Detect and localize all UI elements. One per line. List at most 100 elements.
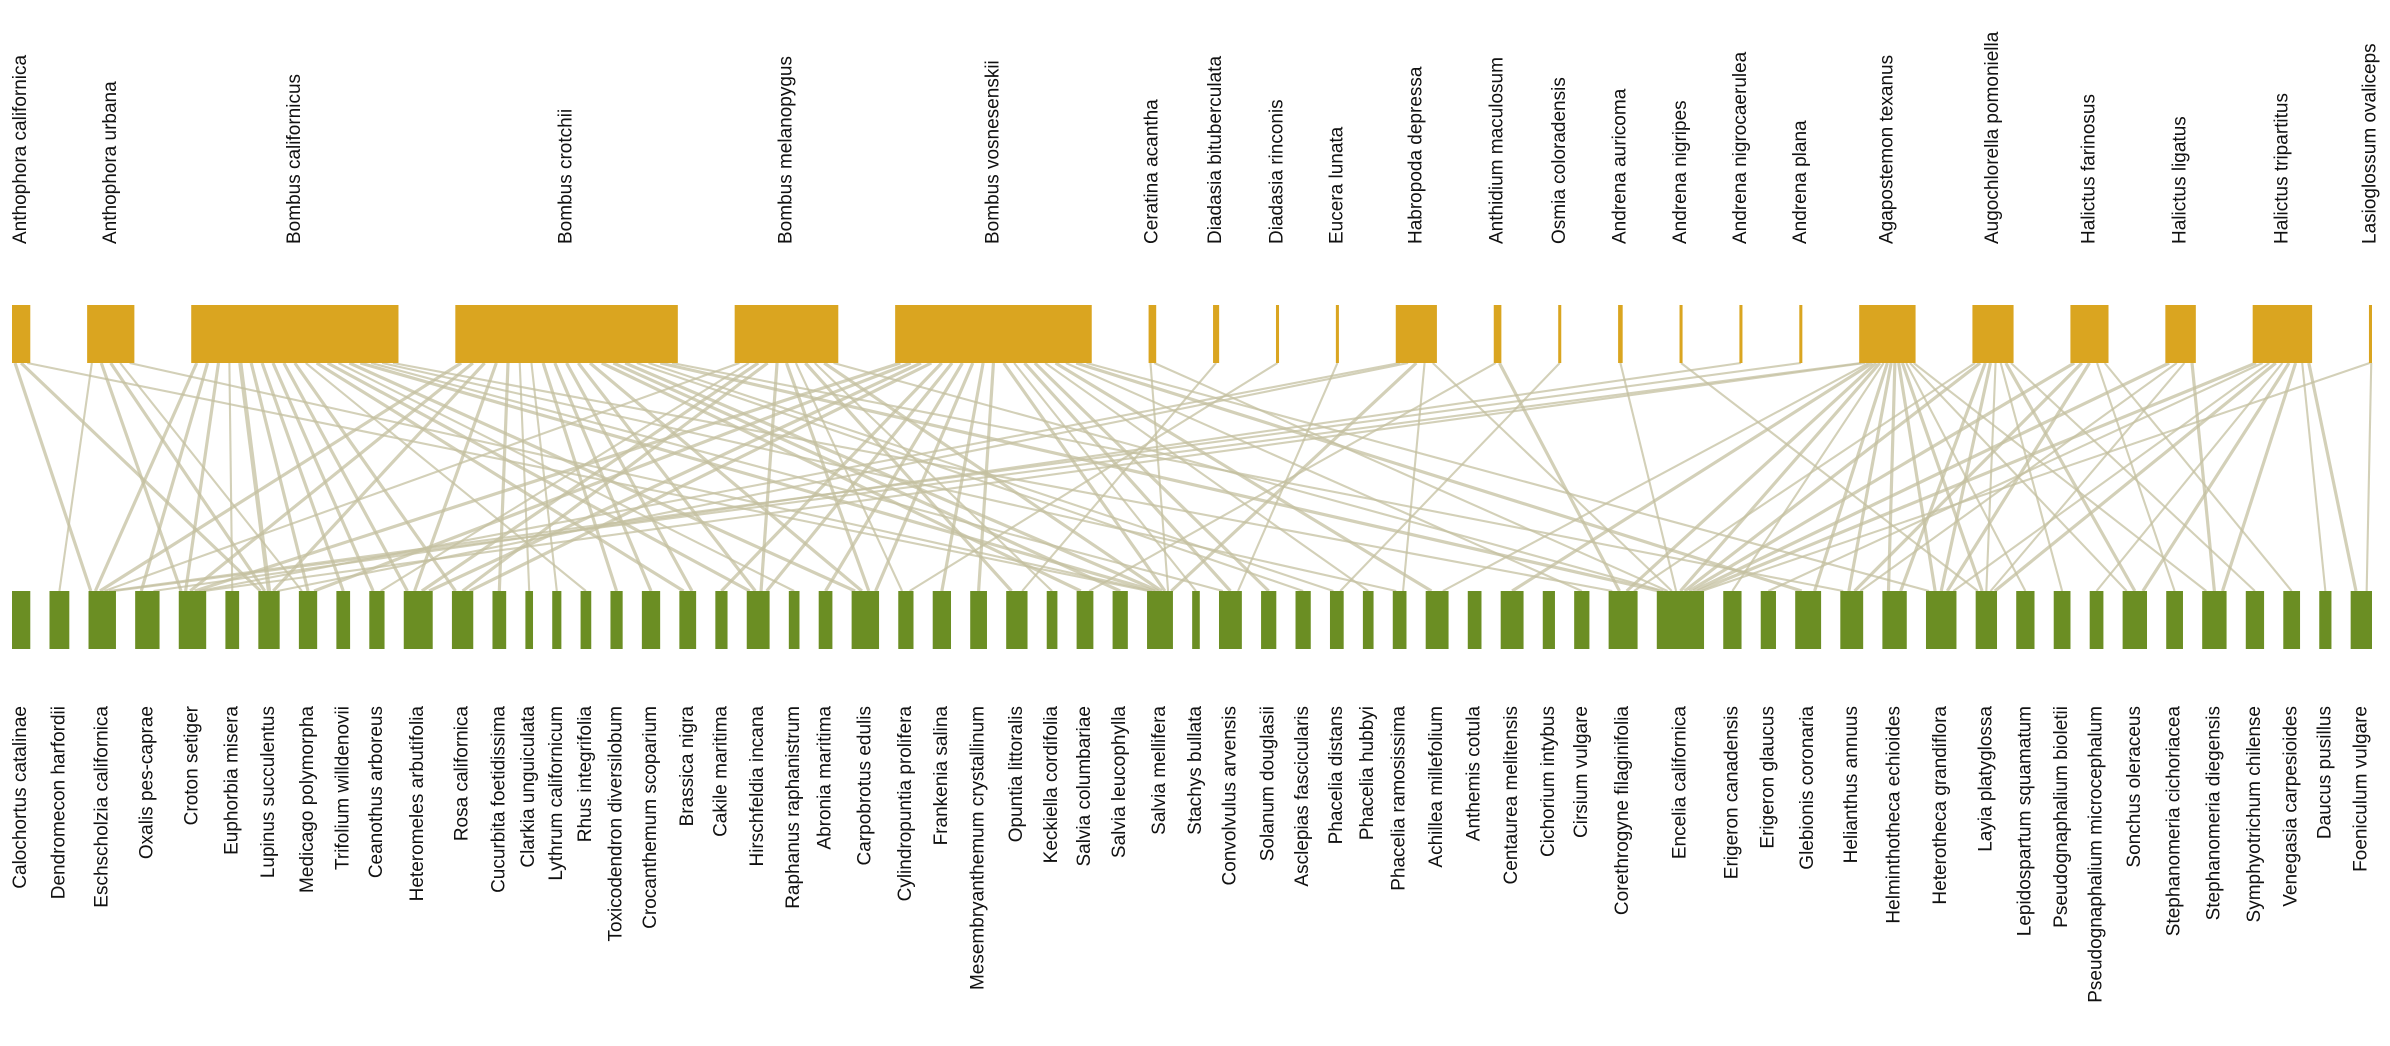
bottom-node bbox=[1882, 591, 1907, 649]
link bbox=[612, 361, 1121, 593]
bottom-label: Euphorbia misera bbox=[221, 706, 242, 855]
link bbox=[2095, 362, 2284, 592]
bottom-label: Stephanomeria diegensis bbox=[2203, 706, 2224, 920]
link bbox=[1813, 362, 1889, 592]
bottom-label: Lepidospartum squamatum bbox=[2014, 706, 2035, 936]
bottom-node bbox=[2202, 591, 2227, 649]
bottom-node bbox=[788, 591, 800, 649]
link bbox=[2103, 362, 2293, 592]
bottom-label: Toxicodendron diversilobum bbox=[606, 706, 627, 942]
link bbox=[271, 362, 375, 592]
top-label: Bombus californicus bbox=[284, 74, 305, 244]
bottom-node bbox=[2283, 591, 2301, 649]
bottom-label: Achillea millefolium bbox=[1426, 706, 1447, 868]
bottom-label: Cirsium vulgare bbox=[1571, 706, 1592, 838]
bottom-label: Trifolium willdenovii bbox=[332, 706, 353, 870]
bottom-node bbox=[1574, 591, 1590, 649]
bottom-node bbox=[1608, 591, 1638, 649]
bottom-node bbox=[12, 591, 31, 649]
top-node bbox=[2252, 305, 2313, 363]
link bbox=[58, 362, 93, 592]
top-label: Anthidium maculosum bbox=[1487, 57, 1508, 244]
bottom-node bbox=[2245, 591, 2265, 649]
bottom-label: Daucus pusillus bbox=[2314, 706, 2335, 839]
bottom-label: Asclepias fascicularis bbox=[1292, 706, 1313, 887]
top-label: Andrena nigripes bbox=[1670, 100, 1691, 244]
top-label: Habropoda depressa bbox=[1405, 66, 1426, 244]
bottom-node bbox=[525, 591, 534, 649]
bottom-node bbox=[1362, 591, 1374, 649]
link bbox=[671, 361, 1844, 593]
link bbox=[2190, 362, 2216, 592]
bottom-label: Rhus integrifolia bbox=[575, 706, 596, 843]
bottom-node bbox=[2053, 591, 2071, 649]
bottom-label: Clarkia unguiculata bbox=[518, 706, 539, 868]
bottom-label: Opuntia littoralis bbox=[1006, 706, 1027, 842]
link bbox=[1153, 362, 1668, 592]
bottom-node bbox=[1760, 591, 1776, 649]
link bbox=[1625, 361, 1878, 593]
link bbox=[874, 362, 975, 592]
bottom-label: Crocanthemum scoparium bbox=[640, 706, 661, 929]
bottom-node bbox=[1542, 591, 1555, 649]
link bbox=[93, 362, 199, 592]
bottom-label: Cylindropuntia prolifera bbox=[895, 706, 916, 902]
bottom-node bbox=[2319, 591, 2332, 649]
bottom-label: Sonchus oleraceus bbox=[2124, 706, 2145, 868]
link bbox=[1701, 362, 2371, 592]
top-label: Ceratina acantha bbox=[1141, 99, 1162, 244]
top-node bbox=[2165, 305, 2196, 363]
bottom-node bbox=[1723, 591, 1742, 649]
bottom-label: Helianthus annuus bbox=[1841, 706, 1862, 863]
bottom-label: Lythrum californicum bbox=[546, 706, 567, 881]
top-label: Diadasia bituberculata bbox=[1205, 56, 1226, 244]
bottom-node bbox=[1076, 591, 1094, 649]
link bbox=[108, 361, 1801, 593]
bottom-node bbox=[552, 591, 562, 649]
link bbox=[720, 361, 943, 593]
top-node bbox=[1558, 305, 1562, 363]
top-node bbox=[1275, 305, 1280, 363]
link bbox=[1692, 361, 2170, 593]
bottom-label: Rosa californica bbox=[452, 706, 473, 842]
link bbox=[1054, 361, 1433, 593]
top-node bbox=[1148, 305, 1157, 363]
top-label: Anthophora californica bbox=[10, 55, 31, 244]
top-label: Anthophora urbana bbox=[100, 81, 121, 244]
link bbox=[1088, 362, 1497, 592]
link bbox=[624, 361, 1160, 593]
top-node bbox=[1739, 305, 1743, 363]
link bbox=[315, 361, 685, 593]
bottom-label: Symphyotrichum chilense bbox=[2244, 706, 2265, 922]
bottom-label: Centaurea melitensis bbox=[1501, 706, 1522, 884]
bottom-label: Helminthotheca echioides bbox=[1884, 706, 1905, 924]
link bbox=[1847, 362, 1893, 592]
link bbox=[1999, 362, 2064, 592]
link bbox=[468, 361, 933, 593]
link bbox=[497, 362, 510, 592]
link bbox=[636, 362, 1304, 592]
link bbox=[1339, 362, 1561, 592]
link bbox=[824, 362, 964, 592]
bottom-label: Salvia mellifera bbox=[1149, 706, 1170, 835]
top-node bbox=[1395, 305, 1437, 363]
top-node bbox=[87, 305, 135, 363]
link bbox=[119, 362, 303, 592]
bottom-node bbox=[641, 591, 661, 649]
link bbox=[1002, 362, 1167, 592]
bottom-node bbox=[679, 591, 697, 649]
link bbox=[1853, 361, 2083, 593]
link bbox=[1679, 361, 1882, 593]
link bbox=[1688, 361, 2076, 593]
top-node bbox=[1618, 305, 1623, 363]
link bbox=[104, 362, 740, 592]
link bbox=[518, 362, 531, 592]
bottom-node bbox=[1261, 591, 1277, 649]
link bbox=[577, 362, 757, 592]
top-label: Agapostemon texanus bbox=[1876, 55, 1897, 244]
link bbox=[359, 361, 1156, 593]
top-label: Diadasia rinconis bbox=[1267, 99, 1288, 244]
link bbox=[380, 362, 750, 592]
top-node bbox=[191, 305, 399, 363]
